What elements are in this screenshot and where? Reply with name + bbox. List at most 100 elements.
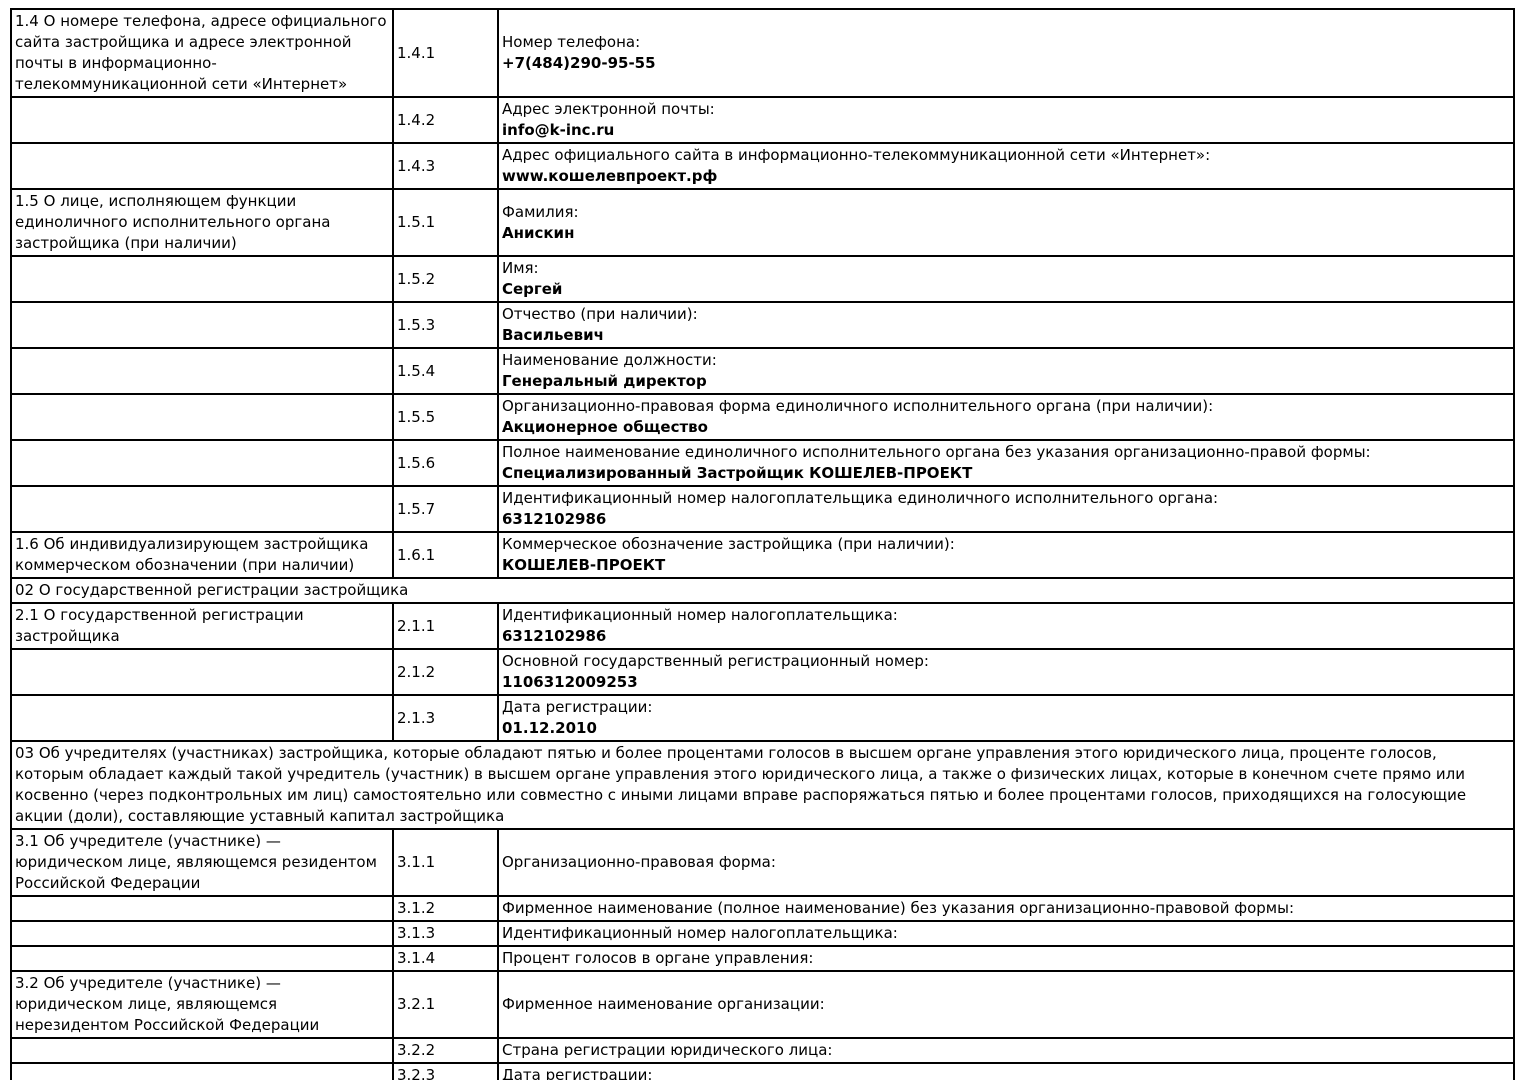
- row-number-cell: 1.5.6: [392, 439, 499, 487]
- table-row: 3.2.3 Дата регистрации:: [10, 1062, 1515, 1080]
- section-header-row: 03 Об учредителях (участниках) застройщи…: [10, 740, 1515, 830]
- row-number-cell: 3.1.3: [392, 920, 499, 947]
- row-content-cell: Страна регистрации юридического лица:: [497, 1037, 1515, 1064]
- field-label: Страна регистрации юридического лица:: [502, 1041, 833, 1059]
- field-value: 01.12.2010: [502, 719, 597, 737]
- table-row: 1.4.2 Адрес электронной почты: info@k-inc.…: [10, 96, 1515, 144]
- field-label: Процент голосов в органе управления:: [502, 949, 814, 967]
- row-description-cell: [10, 648, 394, 696]
- table-row: 3.2.2 Страна регистрации юридического лиц…: [10, 1037, 1515, 1064]
- field-label: Дата регистрации:: [502, 1066, 653, 1080]
- field-label: Дата регистрации:: [502, 698, 653, 716]
- row-content-cell: Основной государственный регистрационный…: [497, 648, 1515, 696]
- field-value: www.кошелевпроект.рф: [502, 167, 718, 185]
- table-row: 2.1 О государственной регистрации застро…: [10, 602, 1515, 650]
- table-row: 1.5 О лице, исполняющем функции единолич…: [10, 188, 1515, 257]
- row-content-cell: Коммерческое обозначение застройщика (пр…: [497, 531, 1515, 579]
- row-number-cell: 3.2.2: [392, 1037, 499, 1064]
- row-content-cell: Имя: Сергей: [497, 255, 1515, 303]
- row-content-cell: Наименование должности: Генеральный дирек…: [497, 347, 1515, 395]
- row-content-cell: Адрес официального сайта в информационно…: [497, 142, 1515, 190]
- row-description-cell: [10, 945, 394, 972]
- table-row: 2.1.3 Дата регистрации: 01.12.2010: [10, 694, 1515, 742]
- table-row: 3.1.3 Идентификационный номер налогоплате…: [10, 920, 1515, 947]
- section-header: 03 Об учредителях (участниках) застройщи…: [10, 740, 1515, 830]
- field-value: Васильевич: [502, 326, 604, 344]
- field-value: +7(484)290-95-55: [502, 54, 656, 72]
- table-row: 1.4.3 Адрес официального сайта в информац…: [10, 142, 1515, 190]
- row-number-cell: 1.4.3: [392, 142, 499, 190]
- table-row: 1.5.6 Полное наименование единоличного ис…: [10, 439, 1515, 487]
- row-description-cell: [10, 694, 394, 742]
- declaration-table-body: 1.4 О номере телефона, адресе официально…: [10, 8, 1515, 1080]
- table-row: 3.2 Об учредителе (участнике) — юридичес…: [10, 970, 1515, 1039]
- row-number-cell: 2.1.2: [392, 648, 499, 696]
- field-label: Фамилия:: [502, 202, 579, 221]
- row-content-cell: Идентификационный номер налогоплательщик…: [497, 485, 1515, 533]
- row-description-cell: 2.1 О государственной регистрации застро…: [10, 602, 394, 650]
- field-value: Акционерное общество: [502, 418, 708, 436]
- row-content-cell: Организационно-правовая форма:: [497, 828, 1515, 897]
- row-number-cell: 1.5.2: [392, 255, 499, 303]
- row-description-cell: 3.1 Об учредителе (участнике) — юридичес…: [10, 828, 394, 897]
- section-header-row: 02 О государственной регистрации застрой…: [10, 577, 1515, 604]
- row-description-cell: [10, 393, 394, 441]
- field-value: 6312102986: [502, 627, 607, 645]
- row-description-cell: 1.5 О лице, исполняющем функции единолич…: [10, 188, 394, 257]
- row-description-cell: [10, 142, 394, 190]
- table-row: 3.1 Об учредителе (участнике) — юридичес…: [10, 828, 1515, 897]
- field-value: КОШЕЛЕВ-ПРОЕКТ: [502, 556, 666, 574]
- field-label: Номер телефона:: [502, 33, 641, 51]
- row-description-cell: [10, 1037, 394, 1064]
- row-number-cell: 1.5.3: [392, 301, 499, 349]
- row-number-cell: 3.1.2: [392, 895, 499, 922]
- field-label: Фирменное наименование (полное наименова…: [502, 899, 1295, 917]
- field-label: Имя:: [502, 259, 539, 277]
- row-number-cell: 1.4.2: [392, 96, 499, 144]
- row-number-cell: 1.5.7: [392, 485, 499, 533]
- field-label: Адрес электронной почты:: [502, 100, 715, 118]
- field-label: Организационно-правовая форма единолично…: [502, 397, 1214, 415]
- field-label: Идентификационный номер налогоплательщик…: [502, 606, 898, 624]
- table-row: 1.6 Об индивидуализирующем застройщика к…: [10, 531, 1515, 579]
- row-number-cell: 3.2.3: [392, 1062, 499, 1080]
- field-label: Организационно-правовая форма:: [502, 853, 776, 871]
- row-description-cell: [10, 920, 394, 947]
- row-number-cell: 3.1.1: [392, 828, 499, 897]
- table-row: 1.5.7 Идентификационный номер налогоплате…: [10, 485, 1515, 533]
- row-description-cell: 3.2 Об учредителе (участнике) — юридичес…: [10, 970, 394, 1039]
- field-value: Специализированный Застройщик КОШЕЛЕВ-ПР…: [502, 464, 973, 482]
- table-row: 1.4 О номере телефона, адресе официально…: [10, 8, 1515, 98]
- field-value: 1106312009253: [502, 673, 638, 691]
- field-value: Анискин: [502, 223, 575, 242]
- row-number-cell: 1.5.4: [392, 347, 499, 395]
- row-description-cell: [10, 895, 394, 922]
- row-number-cell: 3.2.1: [392, 970, 499, 1039]
- field-label: Основной государственный регистрационный…: [502, 652, 929, 670]
- field-value: 6312102986: [502, 510, 607, 528]
- row-content-cell: Отчество (при наличии): Васильевич: [497, 301, 1515, 349]
- field-label: Идентификационный номер налогоплательщик…: [502, 924, 898, 942]
- section-header: 02 О государственной регистрации застрой…: [10, 577, 1515, 604]
- row-number-cell: 1.6.1: [392, 531, 499, 579]
- field-label: Наименование должности:: [502, 351, 717, 369]
- row-content-cell: Процент голосов в органе управления:: [497, 945, 1515, 972]
- row-content-cell: Идентификационный номер налогоплательщик…: [497, 920, 1515, 947]
- field-label: Идентификационный номер налогоплательщик…: [502, 489, 1219, 507]
- row-description-cell: 1.4 О номере телефона, адресе официально…: [10, 8, 394, 98]
- field-value: Сергей: [502, 280, 563, 298]
- row-description-cell: 1.6 Об индивидуализирующем застройщика к…: [10, 531, 394, 579]
- table-row: 1.5.5 Организационно-правовая форма едино…: [10, 393, 1515, 441]
- row-content-cell: Адрес электронной почты: info@k-inc.ru: [497, 96, 1515, 144]
- row-description-cell: [10, 255, 394, 303]
- row-number-cell: 1.4.1: [392, 8, 499, 98]
- table-row: 3.1.4 Процент голосов в органе управления…: [10, 945, 1515, 972]
- row-description-cell: [10, 485, 394, 533]
- row-content-cell: Номер телефона: +7(484)290-95-55: [497, 8, 1515, 98]
- field-value: Генеральный директор: [502, 372, 707, 390]
- row-description-cell: [10, 347, 394, 395]
- table-row: 1.5.4 Наименование должности: Генеральный …: [10, 347, 1515, 395]
- row-content-cell: Фамилия: Анискин: [497, 188, 1515, 257]
- row-description-cell: [10, 301, 394, 349]
- row-number-cell: 2.1.3: [392, 694, 499, 742]
